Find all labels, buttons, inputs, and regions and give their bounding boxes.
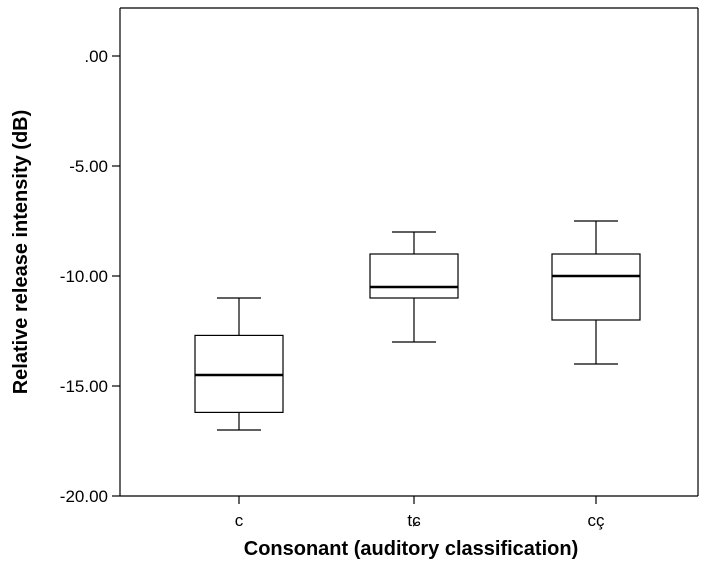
box-group <box>551 220 641 365</box>
y-tick-label: .00 <box>84 47 108 66</box>
box-iqr <box>369 253 459 299</box>
y-tick-label: -5.00 <box>69 157 108 176</box>
x-tick-label: c <box>235 511 244 530</box>
x-tick-label: cç <box>588 511 606 530</box>
y-tick-label: -10.00 <box>60 267 108 286</box>
x-tick-label: tɕ <box>407 511 421 530</box>
y-axis-title: Relative release intensity (dB) <box>10 110 32 395</box>
box-iqr <box>551 253 641 321</box>
box-group <box>194 297 284 431</box>
x-axis-title: Consonant (auditory classification) <box>244 538 578 560</box>
box-group <box>369 231 459 343</box>
y-tick-label: -20.00 <box>60 487 108 506</box>
y-tick-label: -15.00 <box>60 377 108 396</box>
axes: .00 -5.00 -10.00 -15.00 -20.00 c tɕ cç <box>60 7 699 530</box>
plot-area <box>194 220 641 431</box>
